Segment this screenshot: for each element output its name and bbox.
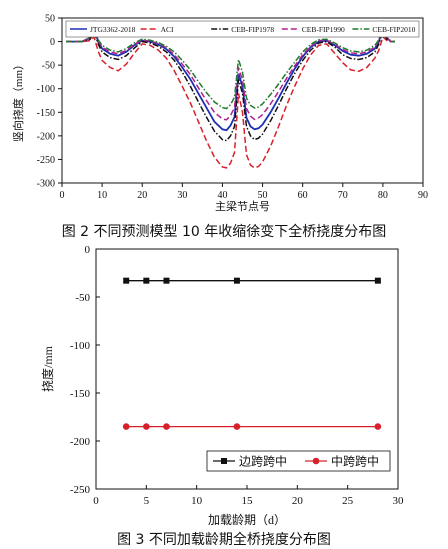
y-tick-label: -200 [70,436,91,448]
legend-label: 边跨跨中 [239,454,287,469]
x-tick-label: 5 [144,495,150,507]
y-tick-label: -300 [37,179,55,190]
figure-2-deflection-chart: 0 10 20 30 40 50 60 70 80 90 50 0 -50 -100 -150 -200 -25… [0,0,448,222]
y-tick-label: -200 [37,131,55,142]
y-tick-label: 50 [45,14,55,25]
y-axis-label: 竖向挠度（mm） [11,59,25,142]
x-tick-label: 90 [418,190,428,201]
series-line-ceb-fip1978 [66,29,395,142]
series-line-aci [66,35,395,169]
x-tick-label: 20 [137,190,147,201]
legend-box [65,20,420,38]
x-tick-label: 30 [393,495,405,507]
x-tick-label: 10 [97,190,107,201]
x-tick-label: 25 [342,495,354,507]
legend: 边跨跨中 中跨跨中 [206,450,391,472]
legend-label: ACI [161,25,174,34]
x-tick-label: 30 [177,190,187,201]
series-line-ceb-fip2010 [66,19,395,110]
x-tick-label: 15 [242,495,254,507]
y-tick-label: 0 [85,244,91,256]
y-tick-label: -150 [37,108,55,119]
legend-marker [312,457,320,465]
data-point-square [374,277,381,284]
series-line-jtg3362-2018 [66,23,395,132]
data-point-circle [374,423,382,430]
chart-deflection-by-model: 0 10 20 30 40 50 60 70 80 90 50 0 -50 -100 -150 -200 -25… [11,14,428,214]
x-axis-label: 加载龄期（d） [208,513,286,527]
x-tick-label: 0 [60,190,65,201]
data-point-circle [233,423,241,430]
data-point-circle [163,423,170,430]
x-tick-label: 40 [217,190,227,201]
y-tick-label: -50 [42,61,55,72]
figure-3-caption: 图 3 不同加载龄期全桥挠度分布图 [117,532,331,548]
x-axis-label: 主梁节点号 [215,199,270,213]
data-point-square [143,277,150,284]
legend-label: CEB-FIP2010 [372,25,415,34]
y-tick-label: -250 [37,155,55,166]
data-point-square [163,277,170,284]
legend-label: CEB-FIP1990 [302,25,345,34]
y-tick-label: -50 [75,292,90,304]
data-point-circle [122,423,130,430]
x-tick-label: 0 [93,495,99,507]
legend-label: JTG3362-2018 [90,25,136,34]
legend-label: CEB-FIP1978 [231,25,274,34]
y-tick-label: -150 [70,388,91,400]
legend: JTG3362-2018 ACI CEB-FIP1978 CEB-FIP1990 CEB… [65,20,420,38]
y-axis-label: 挠度/mm [40,345,55,392]
figure-3-deflection-chart: 0 5 10 15 20 25 30 0 -50 -100 -150 -200 -250 加载龄期（d） 挠… [0,244,448,529]
x-tick-label: 60 [298,190,308,201]
data-point-square [123,277,130,284]
y-tick-label: -100 [37,84,55,95]
x-tick-label: 70 [338,190,348,201]
legend-marker [221,458,227,464]
y-tick-label: 0 [50,37,55,48]
plot-frame [61,17,424,184]
x-tick-label: 80 [378,190,388,201]
y-tick-label: -250 [70,484,91,496]
legend-box [206,450,391,472]
legend-label: 中跨跨中 [331,454,379,469]
x-tick-label: 10 [191,495,203,507]
x-tick-label: 20 [292,495,304,507]
figure-2-caption: 图 2 不同预测模型 10 年收缩徐变下全桥挠度分布图 [61,224,387,240]
x-tick-label: 50 [258,190,268,201]
data-point-circle [143,423,150,430]
data-point-square [233,277,240,284]
series-line-ceb-fip1990 [66,22,395,121]
chart-deflection-by-loading-age: 0 5 10 15 20 25 30 0 -50 -100 -150 -200 -250 加载龄期（d） 挠… [40,244,405,527]
y-tick-label: -100 [70,340,91,352]
